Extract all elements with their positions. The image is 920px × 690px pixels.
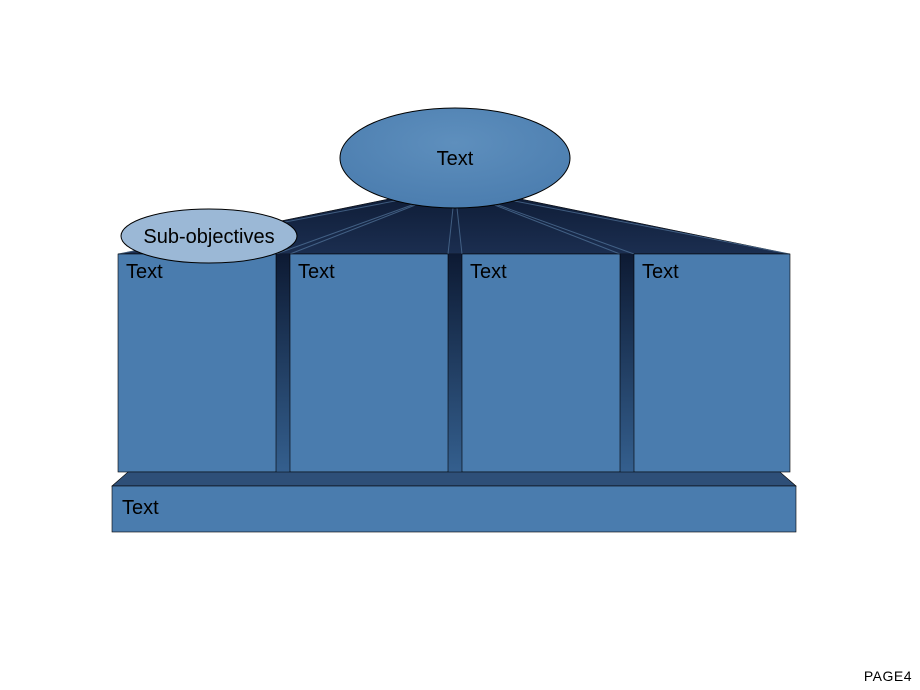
column-2-label: Text — [298, 261, 335, 283]
column-4-label: Text — [642, 261, 679, 283]
top-ellipse-label: Text — [437, 148, 474, 170]
column-3-label: Text — [470, 261, 507, 283]
base-label: Text — [122, 497, 159, 519]
column-2 — [290, 254, 448, 472]
column-4 — [634, 254, 790, 472]
page-number: PAGE4 — [864, 668, 912, 684]
diagram-canvas: Text Text Text Text Text Text Sub-objective… — [0, 0, 920, 690]
column-3 — [462, 254, 620, 472]
base-prism: Text — [112, 472, 796, 532]
column-1-label: Text — [126, 261, 163, 283]
column-1 — [118, 254, 276, 472]
sub-objectives-label: Sub-objectives — [143, 226, 274, 248]
